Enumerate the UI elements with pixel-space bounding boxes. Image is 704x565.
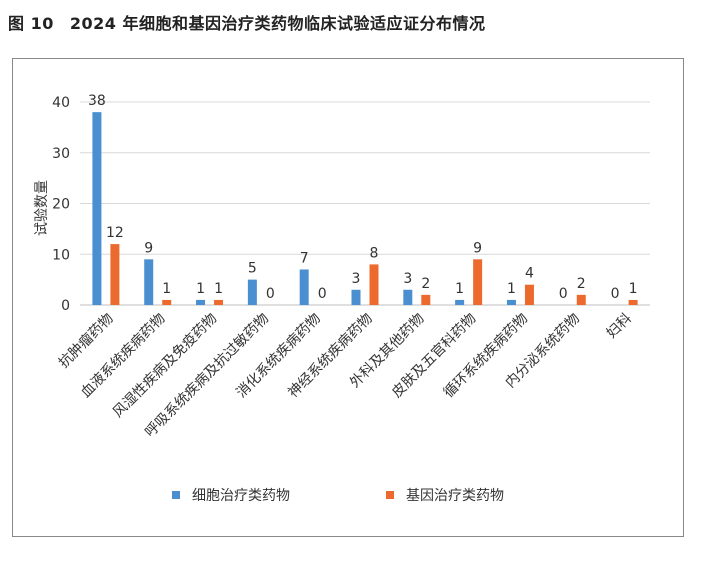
figure-title: 图 10 2024 年细胞和基因治疗类药物临床试验适应证分布情况	[8, 10, 485, 34]
bar-cell	[92, 112, 102, 306]
x-tick-label: 风湿性疾病及免疫药物	[110, 311, 220, 421]
chart-frame	[12, 58, 684, 537]
data-label: 1	[196, 281, 205, 297]
y-tick-label: 0	[61, 298, 70, 314]
data-label: 2	[421, 276, 430, 292]
y-tick-label: 20	[52, 197, 70, 213]
data-label: 3	[352, 271, 361, 287]
figure-title-text: 2024 年细胞和基因治疗类药物临床试验适应证分布情况	[69, 14, 486, 33]
data-label: 1	[507, 281, 516, 297]
bar-gene	[473, 259, 483, 305]
bar-gene	[628, 299, 638, 305]
y-tick-label: 10	[52, 247, 70, 263]
data-label: 12	[106, 225, 124, 241]
data-label: 5	[248, 261, 257, 277]
bar-cell	[196, 299, 206, 305]
data-label: 8	[370, 245, 379, 261]
data-label: 1	[629, 281, 638, 297]
y-axis-label: 试验数量	[34, 180, 50, 236]
data-label: 38	[88, 93, 106, 109]
bar-gene	[576, 294, 586, 305]
legend-label: 基因治疗类药物	[406, 487, 504, 504]
bar-cell	[351, 289, 361, 305]
data-label: 3	[403, 271, 412, 287]
legend-swatch-gene	[386, 491, 394, 499]
legend-label: 细胞治疗类药物	[192, 488, 290, 504]
bar-cell	[247, 279, 257, 305]
bar-cell	[506, 299, 516, 305]
bar-gene	[214, 299, 224, 305]
data-label: 7	[300, 250, 309, 266]
figure-number: 图 10	[8, 14, 54, 33]
bar-gene	[421, 294, 431, 305]
bar-cell	[403, 289, 413, 305]
data-label: 9	[144, 240, 153, 256]
bar-cell	[299, 269, 309, 305]
y-tick-label: 40	[52, 95, 70, 111]
bar-gene	[369, 264, 379, 305]
data-label: 0	[318, 286, 327, 302]
data-label: 2	[577, 276, 586, 292]
bar-cell	[144, 259, 154, 305]
legend-swatch-cell	[172, 491, 180, 499]
data-label: 0	[266, 286, 275, 302]
bar-gene	[162, 299, 172, 305]
data-label: 1	[455, 281, 464, 297]
data-label: 1	[214, 281, 223, 297]
data-label: 0	[559, 286, 568, 302]
bar-cell	[455, 299, 465, 305]
data-label: 0	[611, 286, 620, 302]
y-tick-label: 30	[52, 146, 70, 162]
data-label: 4	[525, 266, 534, 282]
bar-gene	[110, 244, 120, 305]
bar-gene	[524, 284, 534, 305]
x-tick-label: 妇科	[603, 310, 635, 342]
data-label: 1	[162, 281, 171, 297]
data-label: 9	[473, 240, 482, 256]
